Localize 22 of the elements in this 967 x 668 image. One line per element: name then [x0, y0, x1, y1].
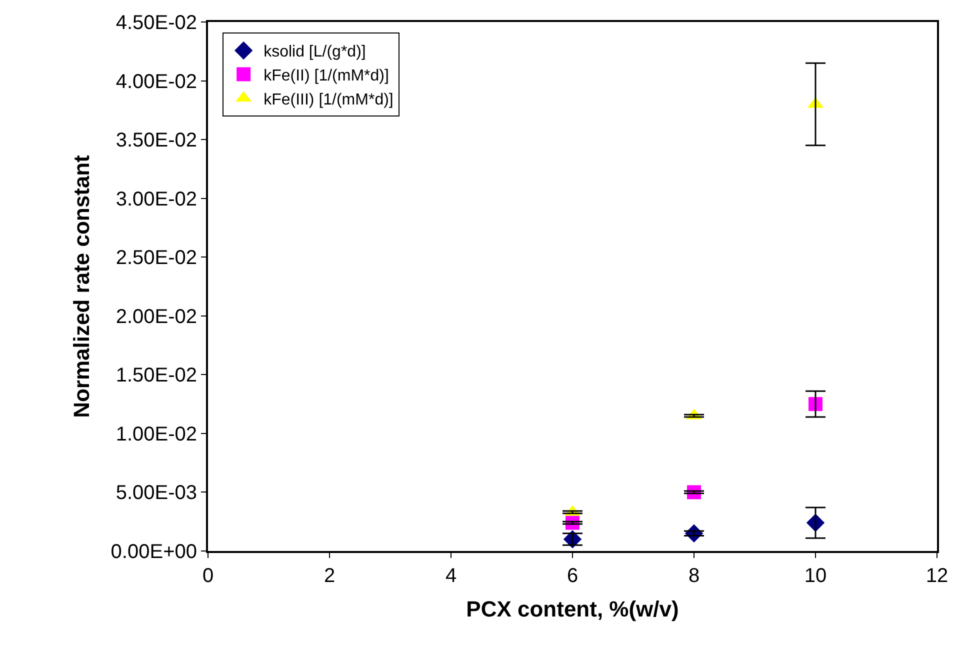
y-tick-label: 5.00E-03	[116, 482, 197, 504]
x-tick-label: 6	[566, 565, 578, 587]
y-tick-label: 4.50E-02	[116, 12, 197, 34]
y-tick-label: 0.00E+00	[110, 541, 197, 563]
y-tick-label: 3.00E-02	[116, 188, 197, 210]
x-tick-label: 12	[926, 565, 948, 587]
legend-label: kFe(III) [1/(mM*d)]	[264, 91, 394, 108]
x-tick-label: 10	[804, 565, 827, 587]
y-tick-label: 2.00E-02	[116, 306, 197, 328]
y-tick-label: 2.50E-02	[116, 247, 197, 270]
x-tick-label: 8	[688, 565, 700, 587]
y-tick-label: 1.00E-02	[116, 423, 197, 446]
x-axis-title: PCX content, %(w/v)	[466, 596, 679, 622]
x-tick-label: 4	[445, 565, 457, 587]
y-axis-title: Normalized rate constant	[69, 154, 94, 418]
x-tick-label: 2	[324, 565, 336, 587]
y-tick-label: 3.50E-02	[116, 130, 197, 152]
legend-label: kFe(II) [1/(mM*d)]	[264, 68, 389, 85]
y-tick-label: 4.00E-02	[116, 70, 197, 93]
y-tick-label: 1.50E-02	[116, 364, 197, 387]
legend-label: ksolid [L/(g*d)]	[264, 44, 366, 61]
x-tick-label: 0	[202, 565, 214, 587]
